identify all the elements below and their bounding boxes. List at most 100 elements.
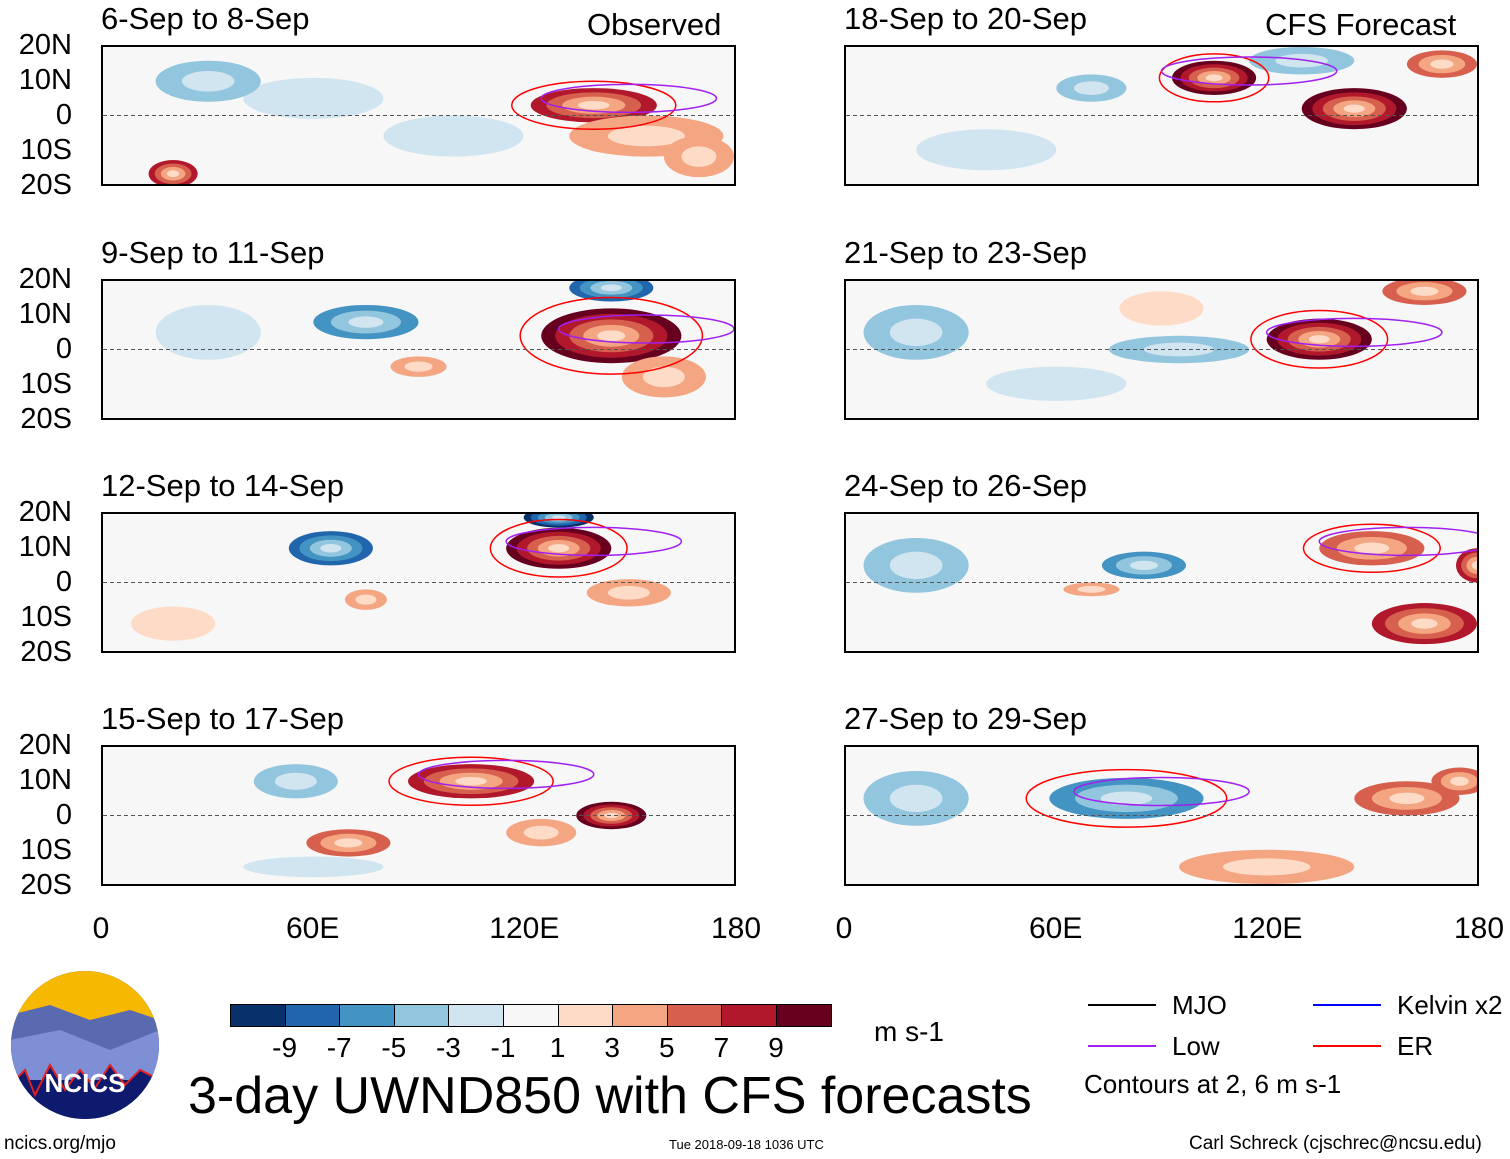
low-contour: [1318, 526, 1477, 557]
anomaly-shade: [604, 812, 619, 819]
colorbar-swatch: [339, 1004, 395, 1027]
lat-tick-label: 10S: [20, 134, 72, 166]
map-panel-8: [844, 745, 1479, 886]
source-url[interactable]: ncics.org/mjo: [4, 1133, 116, 1154]
lon-tick-label: 60E: [285, 912, 340, 945]
anomaly-shade: [889, 318, 943, 347]
lon-tick-label: 120E: [489, 912, 560, 945]
er-contour: [388, 756, 554, 806]
lat-tick-label: 20N: [18, 729, 72, 761]
colorbar-swatch: [503, 1004, 559, 1027]
anomaly-shade: [1077, 585, 1106, 593]
low-contour: [1073, 776, 1250, 807]
map-panel-1: [101, 45, 736, 186]
map-panel-5: [101, 512, 736, 653]
anomaly-shade: [889, 784, 943, 813]
anomaly-shade: [243, 856, 384, 878]
anomaly-shade: [320, 543, 342, 553]
anomaly-shade: [1389, 792, 1425, 805]
anomaly-shade: [455, 776, 487, 786]
lat-tick-label: 20N: [18, 496, 72, 528]
anomaly-shade: [607, 125, 685, 147]
legend-label: ER: [1397, 1031, 1434, 1061]
panel-title: 15-Sep to 17-Sep: [101, 701, 345, 736]
lat-tick-label: 10S: [20, 601, 72, 633]
colorbar-swatch: [448, 1004, 504, 1027]
lat-tick-label: 20S: [20, 169, 72, 201]
er-contour: [489, 518, 628, 578]
colorbar-label: -9: [272, 1032, 298, 1063]
colorbar-swatch: [612, 1004, 668, 1027]
er-contour: [1302, 523, 1441, 573]
colorbar-label: -7: [326, 1032, 352, 1063]
colorbar-label: 7: [713, 1032, 730, 1063]
anomaly-shade: [334, 838, 363, 848]
ncics-logo: NCICS: [10, 970, 160, 1125]
colorbar-label: 5: [659, 1032, 675, 1063]
lat-tick-label: 0: [55, 333, 72, 365]
legend-label: MJO: [1172, 990, 1227, 1020]
lon-tick-label: 180: [1453, 912, 1505, 945]
er-contour: [1158, 53, 1270, 103]
anomaly-shade: [131, 606, 216, 641]
anomaly-shade: [681, 146, 717, 167]
panel-title: 12-Sep to 14-Sep: [101, 468, 345, 503]
lon-tick-label: 0: [835, 912, 853, 945]
colorbar-swatch: [393, 1004, 450, 1027]
colorbar-label: -5: [381, 1032, 407, 1063]
anomaly-shade: [642, 366, 685, 388]
lat-tick-label: 20N: [18, 29, 72, 61]
low-contour: [1160, 56, 1338, 86]
map-panel-3: [101, 279, 736, 420]
anomaly-shade: [1129, 560, 1158, 570]
panel-title: 21-Sep to 23-Sep: [844, 235, 1088, 270]
anomaly-shade: [1410, 286, 1439, 296]
anomaly-shade: [355, 594, 377, 605]
low-contour: [540, 83, 718, 114]
er-contour: [510, 80, 677, 130]
lat-tick-label: 10N: [18, 64, 72, 96]
units-label: m s-1: [874, 1016, 944, 1047]
anomaly-shade: [548, 544, 570, 553]
colorbar-label: 1: [549, 1032, 566, 1063]
anomaly-shade: [1343, 104, 1365, 113]
lat-tick-label: 20S: [20, 636, 72, 668]
anomaly-shade: [274, 772, 317, 790]
credit: Carl Schreck (cjschrec@ncsu.edu): [1189, 1133, 1482, 1154]
anomaly-shade: [1354, 542, 1390, 554]
panel-title: 27-Sep to 29-Sep: [844, 701, 1088, 736]
map-panel-7: [101, 745, 736, 886]
lat-tick-label: 10N: [18, 531, 72, 563]
logo-text: NCICS: [45, 1068, 126, 1098]
legend-line-er: [1313, 1045, 1381, 1047]
panel-title: 24-Sep to 26-Sep: [844, 468, 1088, 503]
anomaly-shade: [1275, 53, 1329, 68]
lat-tick-label: 0: [55, 99, 72, 131]
anomaly-shade: [986, 366, 1127, 401]
anomaly-shade: [1308, 335, 1330, 344]
panel-title: 6-Sep to 8-Sep: [101, 1, 310, 36]
anomaly-shade: [889, 551, 943, 580]
er-contour: [1025, 768, 1228, 828]
forecast-label: CFS Forecast: [1265, 7, 1457, 42]
lat-tick-label: 10N: [18, 764, 72, 796]
lat-tick-label: 10S: [20, 368, 72, 400]
legend-line-kelvin-x2: [1313, 1004, 1381, 1006]
anomaly-shade: [597, 330, 626, 342]
anomaly-shade: [155, 304, 261, 360]
anomaly-shade: [600, 284, 622, 292]
chart-title: 3-day UWND850 with CFS forecasts: [188, 1067, 1032, 1125]
anomaly-shade: [383, 115, 524, 157]
anomaly-shade: [1119, 291, 1204, 326]
lat-tick-label: 0: [55, 799, 72, 831]
legend-label: Kelvin x2: [1397, 990, 1503, 1020]
lat-tick-label: 10S: [20, 834, 72, 866]
low-contour: [417, 759, 595, 790]
timestamp: Tue 2018-09-18 1036 UTC: [669, 1137, 824, 1152]
anomaly-shade: [181, 70, 235, 92]
anomaly-shade: [1411, 618, 1438, 629]
anomaly-shade: [243, 77, 384, 119]
panel-title: 18-Sep to 20-Sep: [844, 1, 1088, 36]
colorbar-swatch: [666, 1004, 723, 1027]
